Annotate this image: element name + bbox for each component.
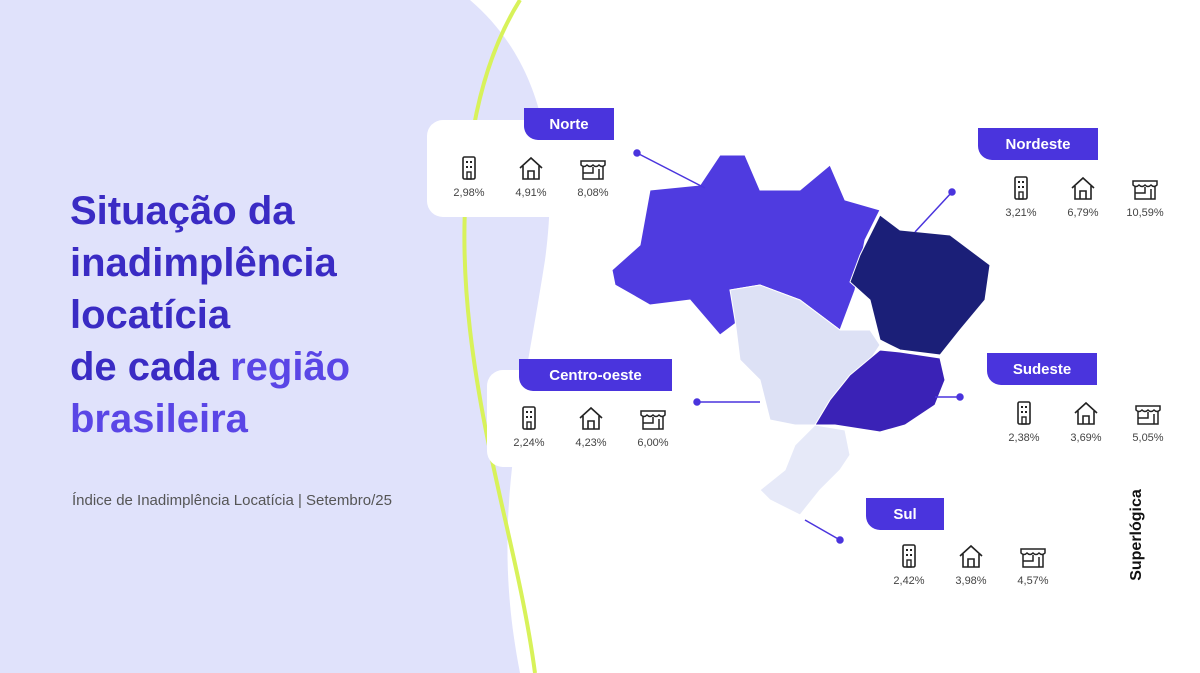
stat-item: 2,38% <box>1003 400 1045 444</box>
stat-value: 6,00% <box>637 437 669 449</box>
stat-item: 3,21% <box>1000 175 1042 219</box>
house-icon <box>1074 401 1098 425</box>
store-icon <box>1020 548 1046 568</box>
stat-value: 8,08% <box>577 187 609 199</box>
region-label-sul: Sul <box>866 498 944 530</box>
region-label-nordeste: Nordeste <box>978 128 1098 160</box>
stat-value: 3,98% <box>955 575 987 587</box>
title-line: inadimplência <box>70 241 337 285</box>
building-icon <box>902 544 916 568</box>
region-stats-sul: 2,42% 3,98% 4,57% <box>888 543 1054 587</box>
region-label-norte: Norte <box>524 108 614 140</box>
stat-value: 4,57% <box>1017 575 1049 587</box>
store-icon <box>640 410 666 430</box>
title-highlight: região <box>230 345 351 389</box>
stat-item: 4,57% <box>1012 543 1054 587</box>
region-stats-nordeste: 3,21% 6,79% 10,59% <box>1000 175 1166 219</box>
stat-value: 5,05% <box>1132 432 1164 444</box>
superlogica-logo: Superlógica <box>1128 489 1145 581</box>
stat-value: 2,42% <box>893 575 925 587</box>
house-icon <box>1071 176 1095 200</box>
region-label-centro-oeste: Centro-oeste <box>519 359 672 391</box>
stat-value: 2,98% <box>453 187 485 199</box>
title-line: de cada <box>70 345 231 389</box>
stat-item: 2,24% <box>508 405 550 449</box>
stat-item: 4,23% <box>570 405 612 449</box>
stat-item: 6,00% <box>632 405 674 449</box>
map-region-norte <box>611 154 881 336</box>
stat-value: 2,38% <box>1008 432 1040 444</box>
building-icon <box>1017 401 1031 425</box>
house-icon <box>959 544 983 568</box>
region-label-sudeste: Sudeste <box>987 353 1097 385</box>
building-icon <box>1014 176 1028 200</box>
stat-item: 3,98% <box>950 543 992 587</box>
stat-value: 4,91% <box>515 187 547 199</box>
title-highlight: brasileira <box>70 397 248 441</box>
map-region-sudeste <box>814 349 946 433</box>
stat-value: 2,24% <box>513 437 545 449</box>
stat-item: 6,79% <box>1062 175 1104 219</box>
map-region-nordeste <box>849 214 991 356</box>
stat-item: 4,91% <box>510 155 552 199</box>
stat-item: 2,42% <box>888 543 930 587</box>
stat-value: 4,23% <box>575 437 607 449</box>
house-icon <box>519 156 543 180</box>
stat-item: 3,69% <box>1065 400 1107 444</box>
store-icon <box>1132 180 1158 200</box>
region-stats-centro-oeste: 2,24% 4,23% 6,00% <box>508 405 674 449</box>
map-region-sul <box>759 424 851 516</box>
stat-item: 8,08% <box>572 155 614 199</box>
subtitle: Índice de Inadimplência Locatícia | Sete… <box>72 492 392 509</box>
page-title: Situação da inadimplência locatícia de c… <box>70 185 350 445</box>
title-line: Situação da <box>70 189 295 233</box>
stat-value: 6,79% <box>1067 207 1099 219</box>
region-stats-sudeste: 2,38% 3,69% 5,05% <box>1003 400 1169 444</box>
building-icon <box>522 406 536 430</box>
title-line: locatícia <box>70 293 231 337</box>
stat-item: 5,05% <box>1127 400 1169 444</box>
house-icon <box>579 406 603 430</box>
brazil-map <box>611 154 991 516</box>
store-icon <box>1135 405 1161 425</box>
stat-item: 10,59% <box>1124 175 1166 219</box>
stat-item: 2,98% <box>448 155 490 199</box>
stat-value: 3,21% <box>1005 207 1037 219</box>
stat-value: 3,69% <box>1070 432 1102 444</box>
store-icon <box>580 160 606 180</box>
region-stats-norte: 2,98% 4,91% 8,08% <box>448 155 614 199</box>
stat-value: 10,59% <box>1126 207 1164 219</box>
building-icon <box>462 156 476 180</box>
